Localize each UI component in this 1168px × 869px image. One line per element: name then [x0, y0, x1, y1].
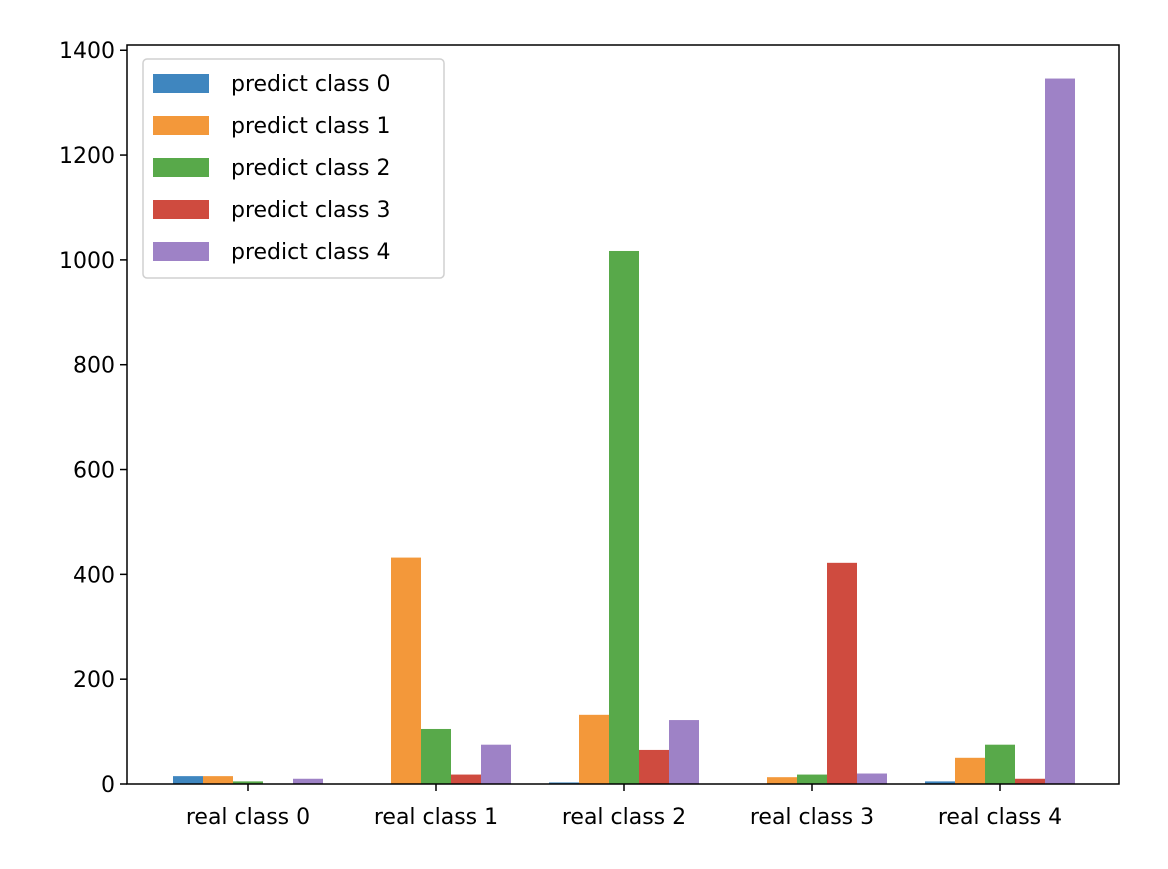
legend-swatch: [153, 116, 209, 135]
y-tick-label: 0: [101, 773, 115, 798]
bar-real-class-3-predict-class-2: [797, 774, 827, 784]
y-tick-label: 1000: [59, 249, 115, 274]
axes-group: 0 200 400 600 800 1000 1200 1400 real class 0 rea…: [59, 39, 1120, 830]
bar-real-class-4-predict-class-2: [985, 744, 1015, 784]
bars-group: [173, 78, 1075, 785]
bar-real-class-2-predict-class-2: [609, 250, 639, 785]
bar-real-class-0-predict-class-4: [293, 778, 323, 784]
x-tick-label: real class 4: [938, 805, 1062, 830]
bar-real-class-4-predict-class-0: [925, 781, 955, 784]
bar-real-class-4-predict-class-4: [1045, 78, 1075, 784]
y-tick-label: 1200: [59, 144, 115, 169]
x-tick-label: real class 2: [562, 805, 686, 830]
bar-real-class-4-predict-class-1: [955, 757, 985, 784]
bar-real-class-3-predict-class-1: [767, 777, 797, 784]
bar-real-class-2-predict-class-3: [639, 749, 669, 784]
bar-real-class-1-predict-class-2: [421, 728, 451, 784]
bar-real-class-1-predict-class-1: [391, 557, 421, 784]
legend-label: predict class 3: [231, 198, 390, 223]
legend: predict class 0 predict class 1 predict cl…: [142, 58, 445, 279]
legend-swatch: [153, 74, 209, 93]
bar-real-class-4-predict-class-3: [1015, 778, 1045, 784]
x-tick-label: real class 1: [374, 805, 498, 830]
plot-frame: [126, 44, 1120, 785]
bar-real-class-2-predict-class-1: [579, 714, 609, 784]
legend-frame: [142, 58, 445, 279]
x-tick-label: real class 3: [750, 805, 874, 830]
y-tick-label: 400: [73, 563, 115, 588]
legend-swatch: [153, 242, 209, 261]
bar-real-class-0-predict-class-2: [233, 781, 263, 784]
legend-swatch: [153, 200, 209, 219]
bar-real-class-3-predict-class-4: [857, 773, 887, 784]
y-tick-label: 800: [73, 354, 115, 379]
bar-real-class-1-predict-class-4: [481, 744, 511, 784]
y-tick-label: 200: [73, 668, 115, 693]
bar-real-class-0-predict-class-1: [203, 776, 233, 784]
y-tick-label: 1400: [59, 39, 115, 64]
y-tick-label: 600: [73, 459, 115, 484]
legend-label: predict class 1: [231, 114, 390, 139]
legend-label: predict class 0: [231, 72, 390, 97]
x-tick-label: real class 0: [186, 805, 310, 830]
bar-real-class-2-predict-class-0: [549, 782, 579, 784]
legend-label: predict class 2: [231, 156, 390, 181]
legend-label: predict class 4: [231, 240, 390, 265]
bar-real-class-3-predict-class-3: [827, 562, 857, 784]
bar-real-class-0-predict-class-0: [173, 776, 203, 784]
bar-real-class-2-predict-class-4: [669, 720, 699, 784]
bar-real-class-1-predict-class-3: [451, 774, 481, 784]
legend-swatch: [153, 158, 209, 177]
